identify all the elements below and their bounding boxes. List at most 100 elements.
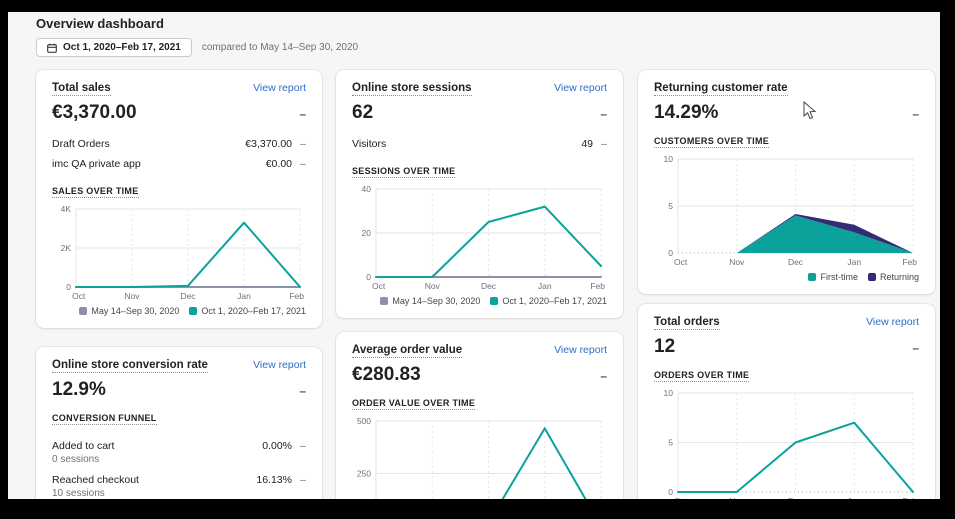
funnel-sub-label: 0 sessions bbox=[52, 454, 100, 465]
breakdown-delta: – bbox=[300, 138, 306, 150]
conversion-rate-title[interactable]: Online store conversion rate bbox=[52, 359, 208, 373]
aov-view-report-link[interactable]: View report bbox=[554, 344, 607, 356]
legend-label: May 14–Sep 30, 2020 bbox=[392, 296, 481, 306]
svg-text:Nov: Nov bbox=[729, 496, 745, 499]
online-store-sessions-card: Online store sessions View report 62 – V… bbox=[336, 70, 623, 318]
svg-text:10: 10 bbox=[664, 154, 674, 164]
svg-text:Dec: Dec bbox=[788, 496, 804, 499]
funnel-label: Reached checkout bbox=[52, 474, 139, 486]
svg-text:5: 5 bbox=[668, 201, 673, 211]
svg-text:2K: 2K bbox=[61, 243, 72, 253]
calendar-icon bbox=[47, 43, 57, 53]
sales-over-time-chart: 0 2K 4K Oct Nov Dec Jan Feb bbox=[52, 204, 306, 302]
svg-text:Oct: Oct bbox=[372, 281, 386, 291]
svg-text:Nov: Nov bbox=[425, 281, 441, 291]
conversion-funnel-label: CONVERSION FUNNEL bbox=[52, 413, 157, 425]
funnel-label: Added to cart bbox=[52, 440, 115, 452]
svg-text:Feb: Feb bbox=[590, 281, 605, 291]
svg-text:Jan: Jan bbox=[847, 496, 861, 499]
average-order-value-card: Average order value View report €280.83 … bbox=[336, 332, 623, 499]
conversion-rate-delta: – bbox=[299, 384, 306, 398]
svg-text:Oct: Oct bbox=[674, 257, 688, 267]
chart-legend: May 14–Sep 30, 2020 Oct 1, 2020–Feb 17, … bbox=[52, 306, 306, 316]
aov-title[interactable]: Average order value bbox=[352, 344, 463, 358]
compare-range-text: compared to May 14–Sep 30, 2020 bbox=[201, 42, 359, 53]
sessions-title[interactable]: Online store sessions bbox=[352, 82, 472, 96]
sessions-value: 62 bbox=[352, 102, 374, 123]
svg-text:Nov: Nov bbox=[124, 291, 140, 301]
total-sales-title[interactable]: Total sales bbox=[52, 82, 111, 96]
funnel-row-added-to-cart: Added to cart 0 sessions 0.00% – bbox=[52, 440, 306, 465]
current-swatch bbox=[490, 297, 499, 305]
sessions-delta: – bbox=[600, 107, 607, 121]
funnel-sub-label: 10 sessions bbox=[52, 488, 105, 499]
total-orders-card: Total orders View report 12 – ORDERS OVE… bbox=[638, 304, 935, 499]
returning-rate-delta: – bbox=[912, 107, 919, 121]
svg-text:500: 500 bbox=[357, 416, 371, 426]
breakdown-value: €3,370.00 bbox=[245, 138, 292, 150]
conversion-view-report-link[interactable]: View report bbox=[253, 359, 306, 371]
svg-text:Dec: Dec bbox=[180, 291, 196, 301]
order-value-over-time-chart: 0250500 bbox=[352, 416, 607, 499]
svg-text:0: 0 bbox=[668, 487, 673, 497]
sessions-over-time-chart: 0 20 40 Oct Nov Dec Jan Feb bbox=[352, 184, 607, 292]
orders-over-time-chart: 0 5 10 Oct Nov Dec Jan Feb bbox=[654, 388, 919, 499]
returning-swatch bbox=[867, 273, 876, 281]
comparison-swatch bbox=[380, 297, 389, 305]
orders-view-report-link[interactable]: View report bbox=[866, 316, 919, 328]
breakdown-row: Visitors 49 – bbox=[352, 134, 607, 154]
breakdown-value: 49 bbox=[581, 138, 593, 150]
dashboard-viewport: Overview dashboard Oct 1, 2020–Feb 17, 2… bbox=[8, 12, 940, 499]
order-value-over-time-label: ORDER VALUE OVER TIME bbox=[352, 398, 476, 410]
legend-label: Oct 1, 2020–Feb 17, 2021 bbox=[201, 306, 306, 316]
legend-label: Oct 1, 2020–Feb 17, 2021 bbox=[502, 296, 607, 306]
sessions-view-report-link[interactable]: View report bbox=[554, 82, 607, 94]
svg-text:250: 250 bbox=[357, 469, 371, 479]
date-range-button[interactable]: Oct 1, 2020–Feb 17, 2021 bbox=[36, 38, 192, 57]
customers-over-time-chart: 0 5 10 Oct Nov Dec Jan Feb bbox=[654, 154, 919, 268]
funnel-delta: – bbox=[300, 474, 306, 486]
customers-over-time-label: CUSTOMERS OVER TIME bbox=[654, 136, 770, 148]
svg-text:0: 0 bbox=[66, 282, 71, 292]
svg-text:Oct: Oct bbox=[72, 291, 86, 301]
svg-text:Oct: Oct bbox=[674, 496, 688, 499]
svg-text:0: 0 bbox=[668, 248, 673, 258]
svg-text:40: 40 bbox=[362, 184, 372, 194]
first-time-swatch bbox=[808, 273, 817, 281]
sessions-over-time-label: SESSIONS OVER TIME bbox=[352, 166, 456, 178]
breakdown-row: imc QA private app €0.00 – bbox=[52, 154, 306, 174]
returning-customer-rate-card: Returning customer rate 14.29% – CUSTOME… bbox=[638, 70, 935, 294]
svg-text:Jan: Jan bbox=[237, 291, 251, 301]
returning-rate-title[interactable]: Returning customer rate bbox=[654, 82, 788, 96]
total-sales-card: Total sales View report €3,370.00 – Draf… bbox=[36, 70, 322, 328]
legend-label: First-time bbox=[820, 272, 858, 282]
aov-value: €280.83 bbox=[352, 364, 421, 385]
breakdown-value: €0.00 bbox=[265, 158, 292, 170]
svg-text:Dec: Dec bbox=[788, 257, 804, 267]
breakdown-label: imc QA private app bbox=[52, 158, 141, 170]
svg-text:Dec: Dec bbox=[481, 281, 497, 291]
current-swatch bbox=[189, 307, 198, 315]
breakdown-row: Draft Orders €3,370.00 – bbox=[52, 134, 306, 154]
sales-over-time-label: SALES OVER TIME bbox=[52, 186, 139, 198]
page-title: Overview dashboard bbox=[36, 16, 164, 31]
total-orders-title[interactable]: Total orders bbox=[654, 316, 720, 330]
chart-legend: First-time Returning bbox=[654, 272, 919, 282]
comparison-swatch bbox=[79, 307, 88, 315]
total-sales-view-report-link[interactable]: View report bbox=[253, 82, 306, 94]
funnel-value: 16.13% bbox=[256, 474, 292, 486]
funnel-value: 0.00% bbox=[262, 440, 292, 452]
conversion-rate-value: 12.9% bbox=[52, 379, 106, 400]
date-toolbar: Oct 1, 2020–Feb 17, 2021 compared to May… bbox=[36, 38, 358, 57]
funnel-row-reached-checkout: Reached checkout 10 sessions 16.13% – bbox=[52, 474, 306, 499]
aov-delta: – bbox=[600, 369, 607, 383]
svg-text:Feb: Feb bbox=[902, 257, 917, 267]
svg-text:20: 20 bbox=[362, 228, 372, 238]
breakdown-delta: – bbox=[300, 158, 306, 170]
svg-text:Jan: Jan bbox=[538, 281, 552, 291]
svg-text:0: 0 bbox=[366, 272, 371, 282]
svg-text:5: 5 bbox=[668, 438, 673, 448]
funnel-delta: – bbox=[300, 440, 306, 452]
total-orders-value: 12 bbox=[654, 336, 676, 357]
